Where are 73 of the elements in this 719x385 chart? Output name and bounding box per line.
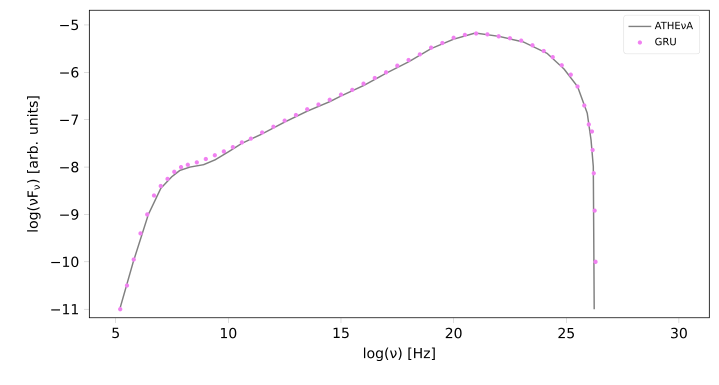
point [178,164,184,170]
point [384,70,388,74]
point [305,107,310,112]
point [550,55,555,60]
line-series [119,32,595,310]
point [118,307,122,312]
point [316,102,321,107]
point [165,176,170,182]
point [406,58,411,62]
point [132,257,136,262]
point [593,260,598,264]
point [282,118,287,123]
point [590,148,595,152]
legend-label: GRU [655,38,676,46]
point [395,64,400,68]
point [145,212,150,217]
point [575,84,580,89]
point [592,171,596,176]
point [592,208,597,213]
point [172,170,176,174]
point [560,63,564,68]
point [590,129,594,134]
x-tick-label: 10 [220,328,236,338]
point [158,184,163,188]
point [582,103,586,108]
point [496,34,501,38]
x-axis-title: log(ν) [Hz] [364,348,435,362]
x-tick-label: 25 [558,328,574,338]
point [474,31,478,36]
point [361,82,366,86]
point [338,92,344,97]
point [568,72,573,77]
point [222,149,226,154]
point [428,46,434,50]
x-tick-label: 5 [112,328,119,338]
point [204,156,208,162]
x-tick-label: 30 [671,328,687,338]
y-axis-title: log(νF$_{ν}$) [arb. units] [27,96,41,232]
point [508,36,512,40]
y-tick-label: −11 [51,304,78,314]
point [350,88,354,92]
point [530,43,535,48]
point [519,38,524,43]
point [451,36,456,40]
point [462,32,468,38]
point [240,140,244,145]
point [485,32,490,37]
y-tick-label: −7 [60,114,78,125]
y-tick-label: −9 [60,209,78,220]
point [440,40,444,46]
point [271,124,276,129]
y-tick-label: −8 [60,162,78,172]
x-tick-label: 20 [446,328,462,338]
point [194,160,199,164]
point [328,98,332,102]
point [186,162,190,167]
point [260,130,264,135]
point [586,122,591,127]
point [294,112,298,118]
point [230,145,235,150]
y-tick-label: −5 [60,20,78,30]
point [124,283,130,288]
legend-label: ATHEνA [654,22,694,30]
point [372,76,377,80]
point [152,193,156,198]
point [418,52,422,56]
y-tick-label: −6 [60,67,78,78]
point [248,136,254,141]
x-tick-label: 15 [334,328,349,338]
point [138,231,143,236]
point [542,48,546,54]
point [212,153,217,158]
y-tick-label: −10 [51,256,78,268]
